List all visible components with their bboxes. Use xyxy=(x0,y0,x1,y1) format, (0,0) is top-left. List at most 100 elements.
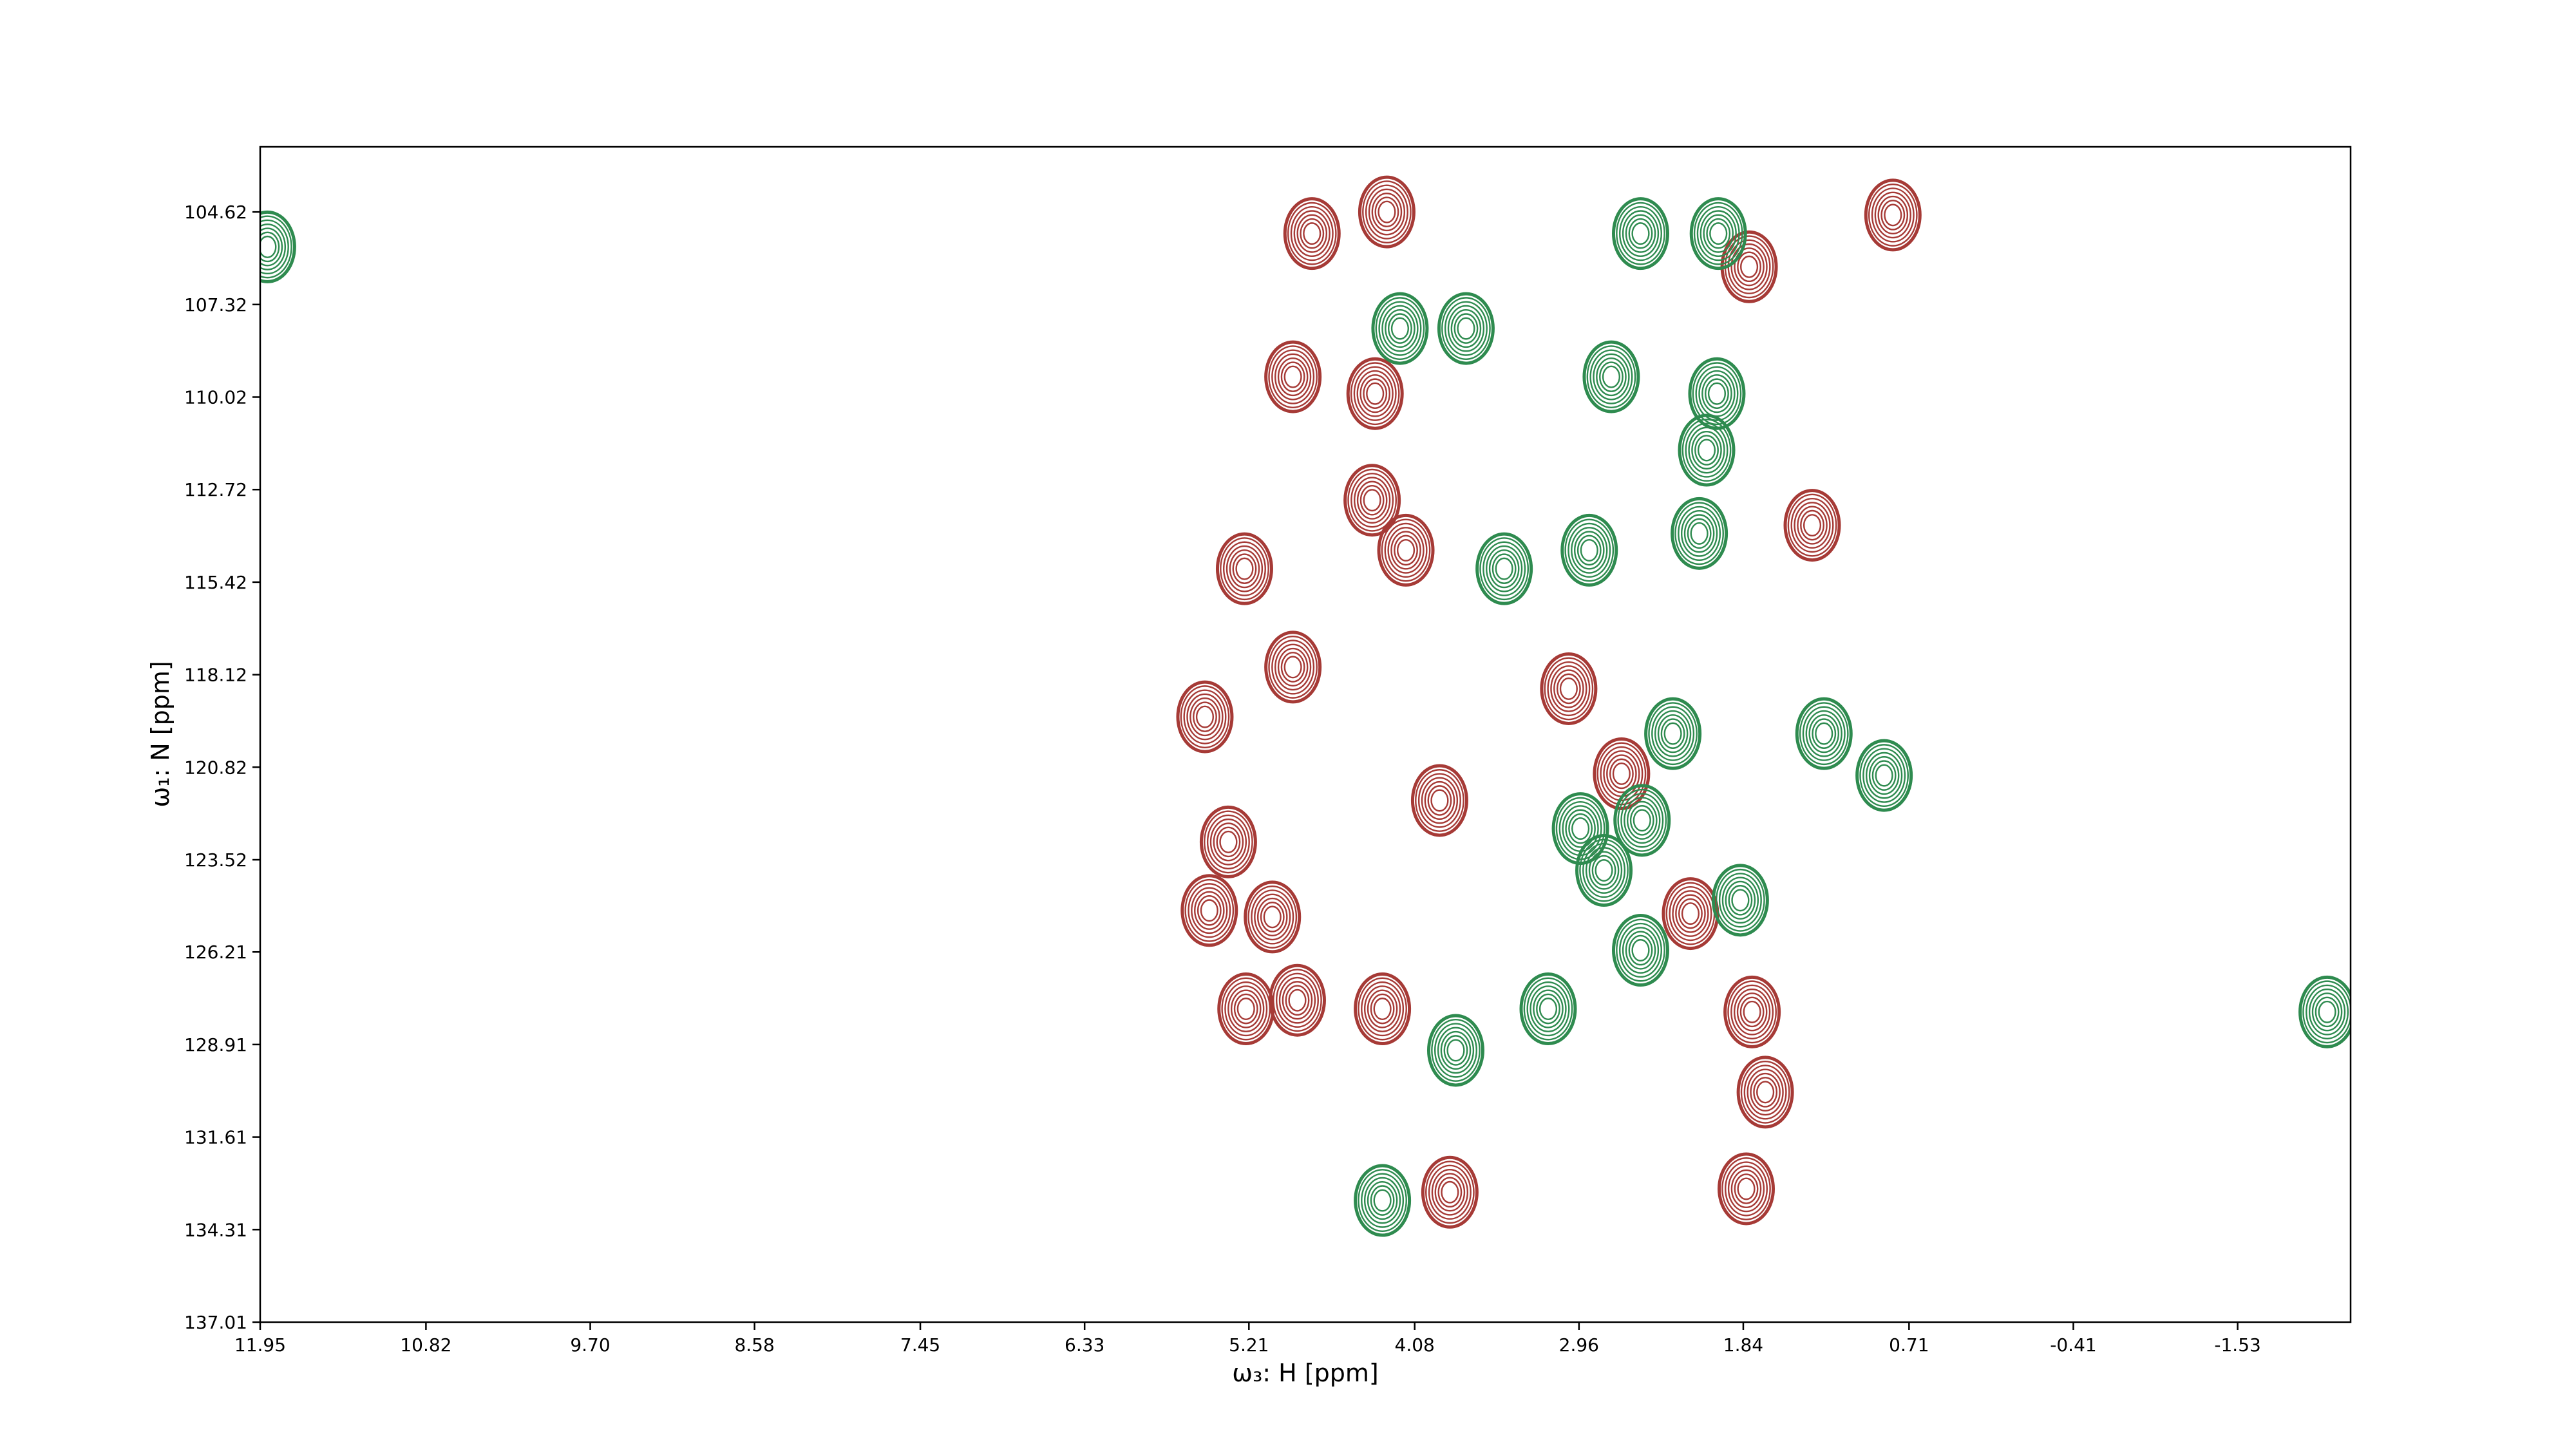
contour-ring xyxy=(1354,477,1391,524)
contour-ring xyxy=(1373,998,1392,1021)
contour-ring xyxy=(1737,251,1761,283)
contour-ring xyxy=(1622,927,1660,974)
contour-ring xyxy=(1283,365,1302,388)
contour-ring xyxy=(1431,1168,1469,1216)
contour-ring xyxy=(1736,992,1768,1032)
contour-ring xyxy=(1213,822,1244,862)
contour-ring xyxy=(1797,506,1828,545)
contour-ring xyxy=(1396,538,1416,562)
contour-ring xyxy=(1603,750,1640,797)
contour-ring xyxy=(1421,1155,1479,1229)
contour-ring xyxy=(1434,1023,1477,1078)
peak xyxy=(1421,1155,1479,1229)
contour-ring xyxy=(1488,549,1520,589)
peak xyxy=(1244,880,1302,954)
contour-ring xyxy=(1681,902,1700,925)
contour-ring xyxy=(1705,378,1729,409)
contour-ring xyxy=(1447,305,1485,352)
y-tick-label: 131.61 xyxy=(184,1127,247,1148)
contour-ring xyxy=(1802,706,1846,761)
contour-ring xyxy=(1353,366,1397,421)
peak xyxy=(1688,357,1746,430)
x-tick-label: 6.33 xyxy=(1065,1334,1104,1356)
contour-ring xyxy=(1256,897,1288,936)
contour-ring xyxy=(1303,222,1321,245)
x-tick-label: 9.70 xyxy=(570,1334,610,1356)
contour-ring xyxy=(1540,652,1598,725)
contour-ring xyxy=(1283,197,1341,270)
contour-ring xyxy=(1443,1035,1468,1066)
contour-ring xyxy=(1553,669,1584,708)
contour-ring xyxy=(1219,830,1238,853)
contour-ring xyxy=(1200,899,1218,922)
peak xyxy=(1215,532,1273,605)
contour-ring xyxy=(1283,656,1302,679)
contour-ring xyxy=(1384,522,1428,578)
contour-ring xyxy=(1274,353,1312,401)
contour-ring xyxy=(1278,976,1316,1024)
contour-ring xyxy=(1450,309,1482,348)
contour-ring xyxy=(1367,1181,1398,1220)
contour-ring xyxy=(1358,977,1407,1041)
contour-ring xyxy=(1388,313,1412,344)
contour-ring xyxy=(1437,292,1495,365)
contour-ring xyxy=(1862,748,1906,803)
contour-ring xyxy=(1354,1164,1412,1237)
peak xyxy=(1560,513,1618,587)
contour-ring xyxy=(1533,989,1564,1028)
x-tick-label: -0.41 xyxy=(2050,1334,2096,1356)
contour-ring xyxy=(1441,297,1491,360)
contour-ring xyxy=(1582,842,1626,898)
contour-ring xyxy=(1580,538,1598,562)
contour-ring xyxy=(1264,340,1322,413)
contour-ring xyxy=(1366,382,1385,405)
contour-ring xyxy=(1690,522,1709,545)
contour-ring xyxy=(1703,214,1734,253)
contour-ring xyxy=(1273,969,1322,1032)
contour-ring xyxy=(1428,1164,1472,1220)
contour-ring xyxy=(260,231,280,263)
contour-ring xyxy=(1361,1173,1405,1228)
contour-ring xyxy=(1427,785,1452,816)
contour-ring xyxy=(1678,898,1703,929)
contour-ring xyxy=(1747,1068,1784,1116)
contour-ring xyxy=(1693,202,1743,265)
contour-ring xyxy=(1482,541,1526,596)
contour-ring xyxy=(1866,752,1903,799)
contour-ring xyxy=(1236,998,1255,1021)
contour-ring xyxy=(1536,993,1560,1025)
y-tick-label: 107.32 xyxy=(184,294,247,316)
contour-ring xyxy=(1224,981,1268,1037)
contour-ring xyxy=(1730,984,1774,1039)
contour-ring xyxy=(1378,301,1422,356)
contour-ring xyxy=(1363,1177,1401,1224)
x-tick-label: 10.82 xyxy=(400,1334,451,1356)
contour-ring xyxy=(1186,693,1224,741)
y-tick-label: 112.72 xyxy=(184,479,247,500)
contour-ring xyxy=(1743,1065,1787,1120)
contour-ring xyxy=(1359,374,1390,413)
contour-ring xyxy=(1229,549,1260,589)
contour-ring xyxy=(1287,202,1337,265)
contour-ring xyxy=(1457,317,1475,340)
contour-ring xyxy=(1373,1189,1392,1212)
contour-ring xyxy=(1794,502,1831,549)
contour-ring xyxy=(1694,435,1719,466)
contour-ring xyxy=(2315,996,2340,1028)
x-axis-label: ω₃: H [ppm] xyxy=(1232,1359,1379,1387)
contour-ring xyxy=(1282,981,1313,1020)
contour-ring xyxy=(1354,972,1412,1046)
peak xyxy=(2298,975,2351,1048)
contour-ring xyxy=(1628,218,1653,249)
contour-ring xyxy=(1723,975,1781,1048)
contour-ring xyxy=(1288,989,1307,1012)
contour-ring xyxy=(1415,769,1464,832)
contour-ring xyxy=(1260,902,1285,933)
contour-ring xyxy=(260,223,287,270)
contour-ring xyxy=(1871,187,1915,243)
contour-ring xyxy=(1189,697,1220,737)
contour-ring xyxy=(1855,739,1913,812)
contour-ring xyxy=(1734,247,1765,287)
contour-ring xyxy=(1421,777,1459,824)
